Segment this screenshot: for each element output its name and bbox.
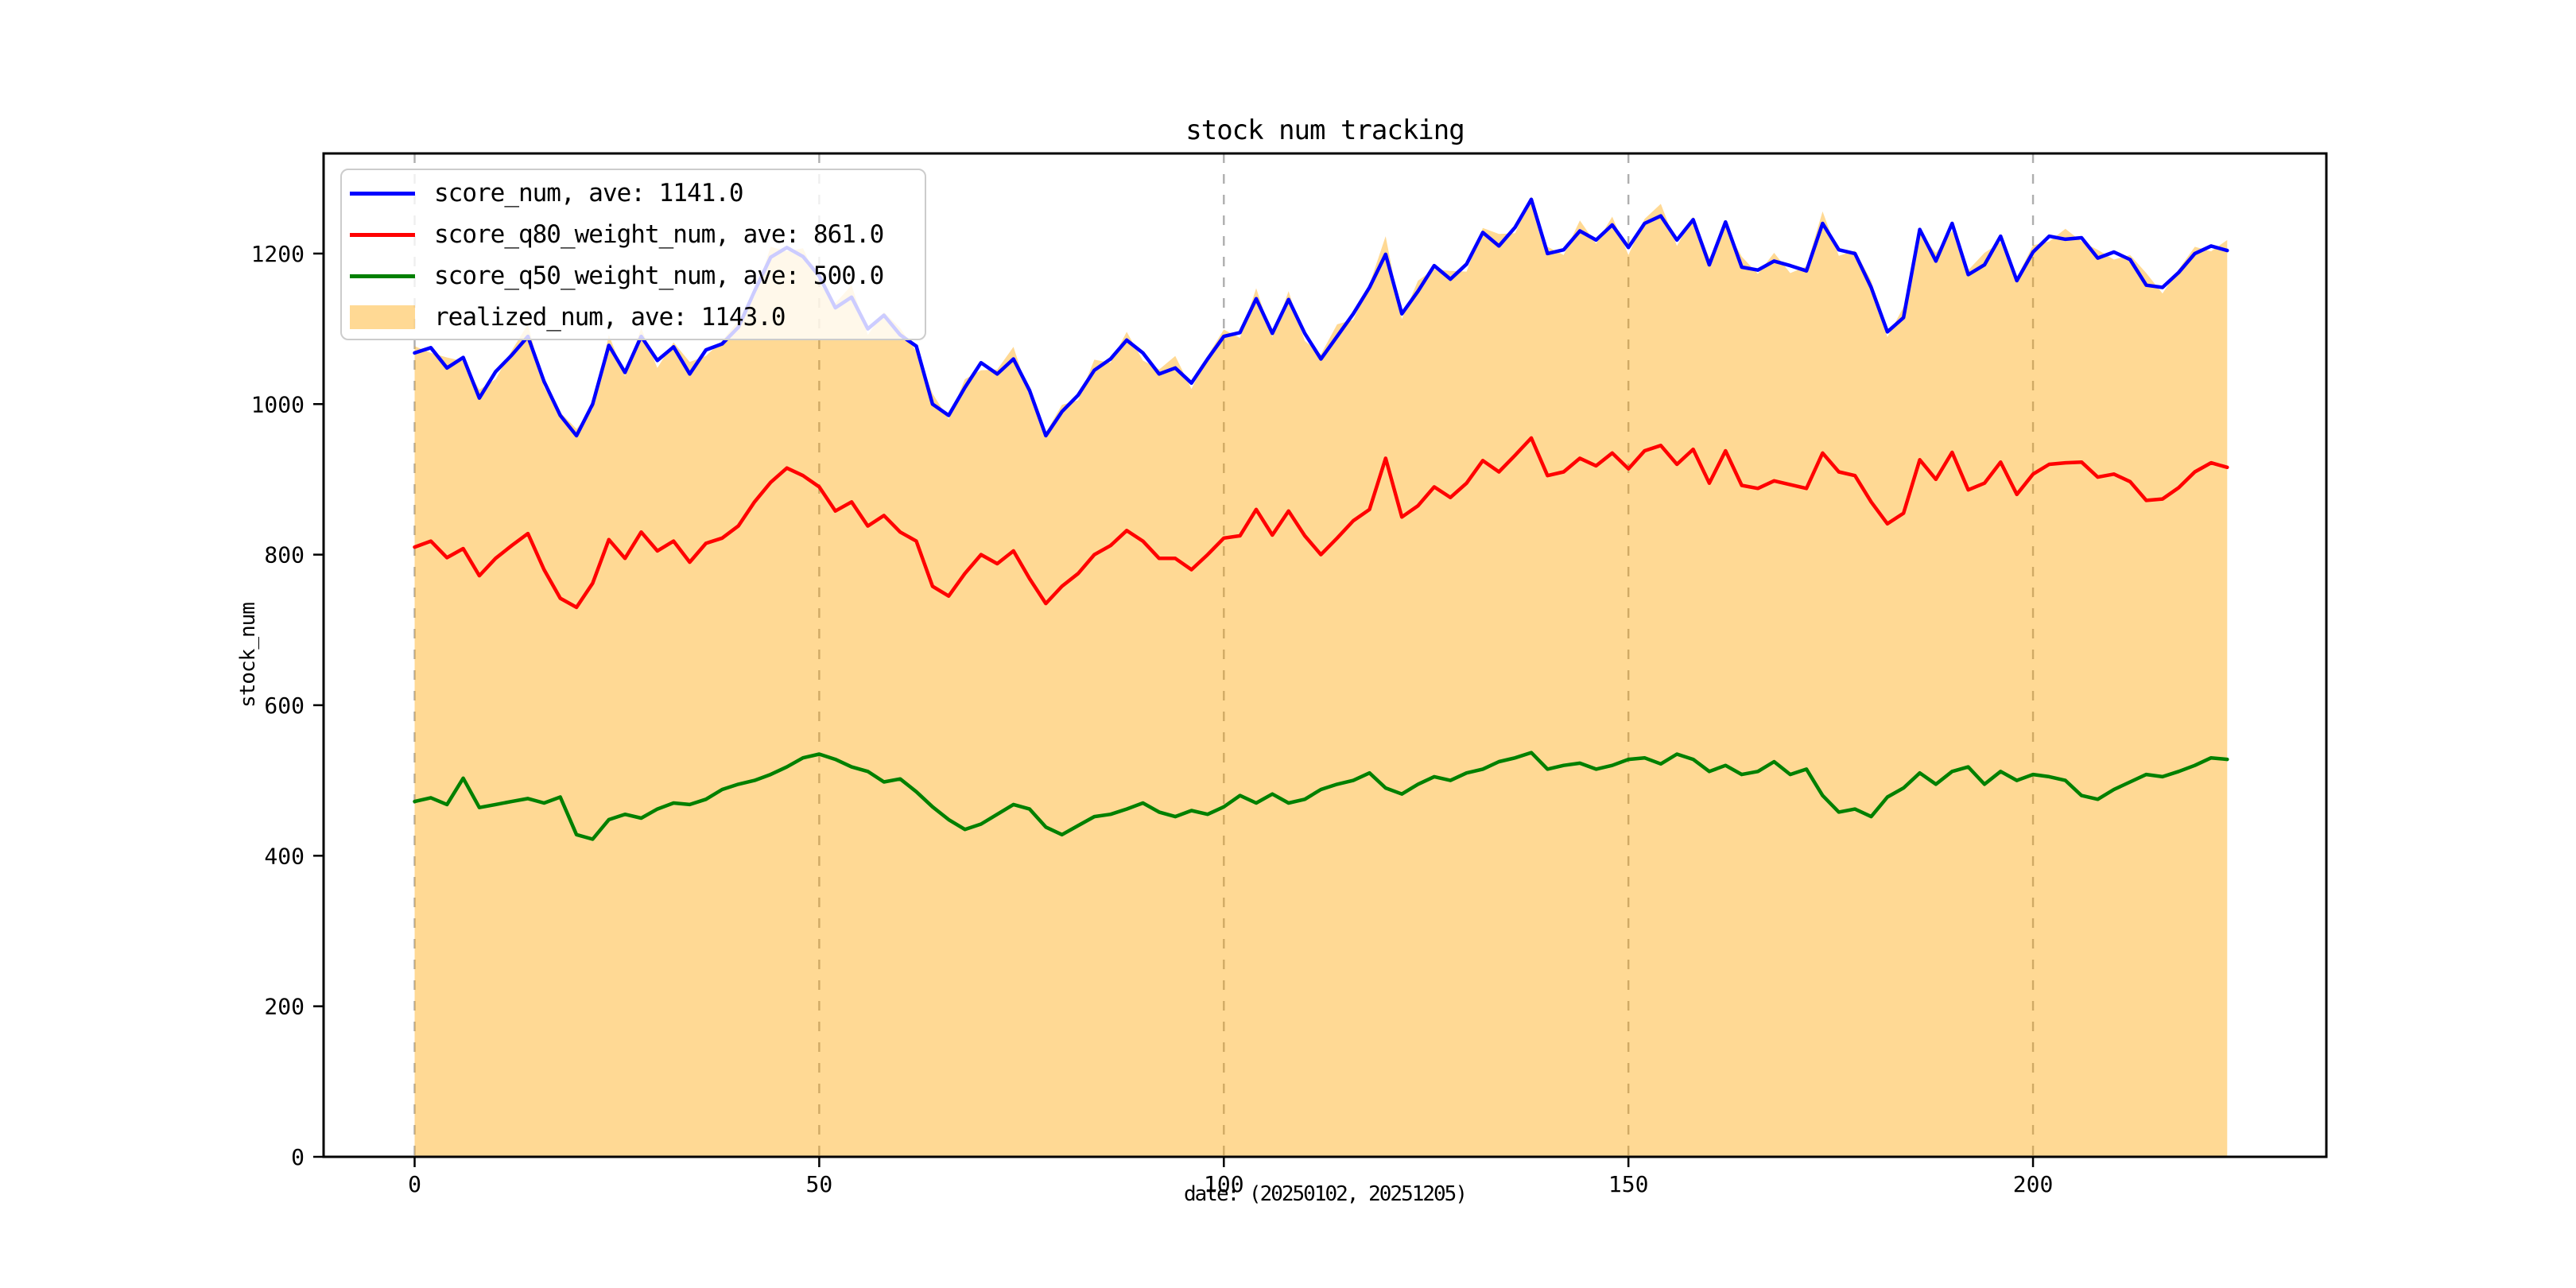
legend-swatch-score-num-line <box>350 191 415 196</box>
legend-label: realized_num, ave: 1143.0 <box>434 303 786 332</box>
y-tick-label: 0 <box>291 1144 305 1170</box>
legend-item: score_q80_weight_num, ave: 861.0 <box>350 214 925 255</box>
legend-item: score_q50_weight_num, ave: 500.0 <box>350 255 925 297</box>
x-axis-label: date: (20250102, 20251205) <box>1184 1182 1468 1206</box>
series-line-score_q50_weight_num <box>413 751 2229 841</box>
y-tick-label: 400 <box>264 843 305 869</box>
x-tick-label: 200 <box>2013 1171 2054 1197</box>
y-tick-label: 800 <box>264 542 305 568</box>
series-line-score_num <box>413 197 2229 438</box>
y-tick-label: 200 <box>264 994 305 1020</box>
legend-label: score_q50_weight_num, ave: 500.0 <box>434 262 884 290</box>
area-realized_num <box>414 196 2228 1157</box>
legend-swatch-q50-line <box>350 274 415 278</box>
plot-border <box>322 152 2328 1158</box>
y-axis-label: stock_num <box>236 603 260 708</box>
series-line-score_q80_weight_num <box>413 436 2229 610</box>
y-tick-label: 600 <box>264 692 305 719</box>
y-tick-label: 1000 <box>251 391 305 417</box>
legend-label: score_q80_weight_num, ave: 861.0 <box>434 220 884 249</box>
legend: score_num, ave: 1141.0 score_q80_weight_… <box>340 169 926 340</box>
y-tick-label: 1200 <box>251 241 305 267</box>
legend-label: score_num, ave: 1141.0 <box>434 179 744 208</box>
x-tick-label: 100 <box>1204 1171 1244 1197</box>
x-tick-label: 50 <box>806 1171 833 1197</box>
legend-swatch-realized-patch <box>350 305 415 329</box>
chart-title: stock num tracking <box>1185 114 1465 146</box>
legend-swatch-q80-line <box>350 232 415 237</box>
legend-item: score_num, ave: 1141.0 <box>350 173 925 214</box>
legend-item: realized_num, ave: 1143.0 <box>350 297 925 338</box>
x-tick-label: 150 <box>1608 1171 1649 1197</box>
x-tick-label: 0 <box>408 1171 421 1197</box>
